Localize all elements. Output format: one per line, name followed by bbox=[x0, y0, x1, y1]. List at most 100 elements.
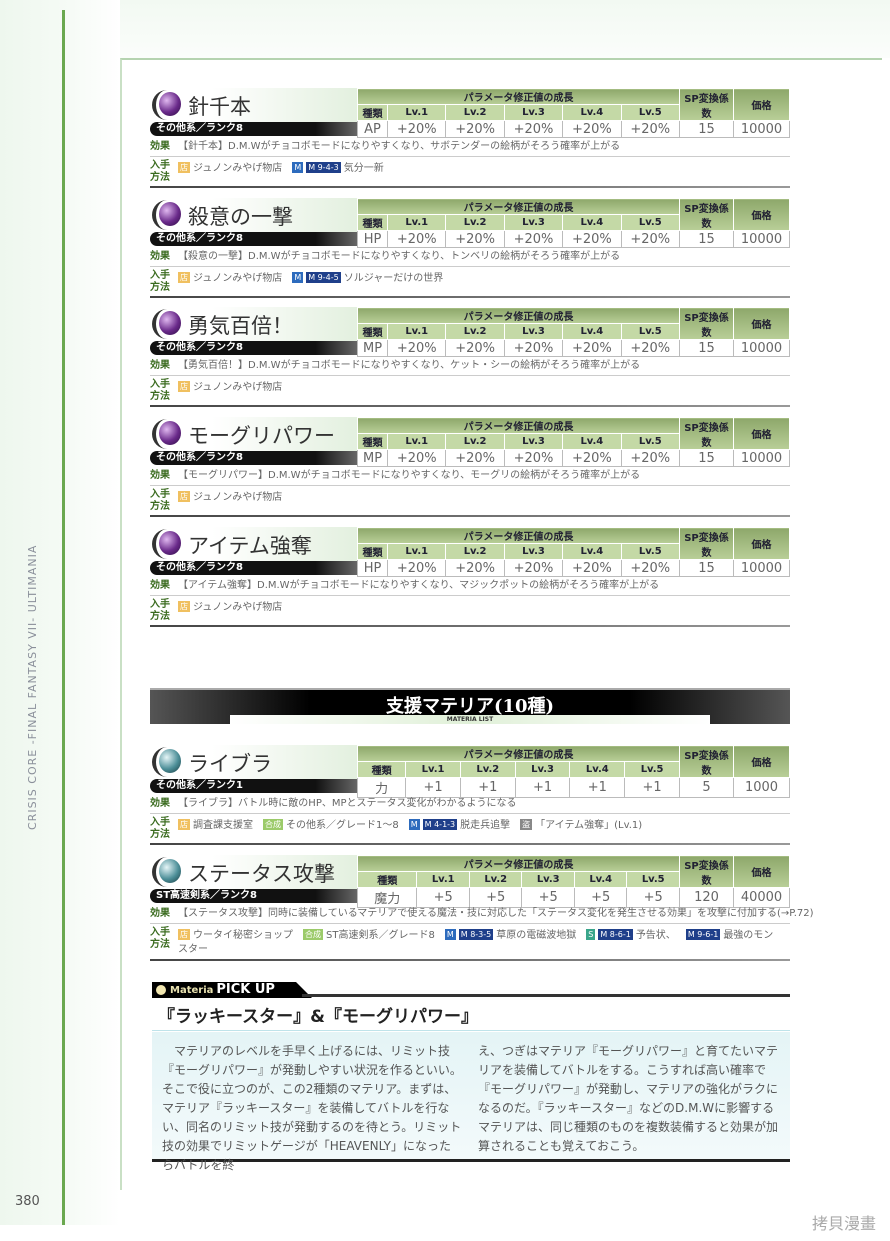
acquire-item: 合成 その他系／グレード1～8 bbox=[263, 819, 399, 831]
effect-text: 【ライブラ】バトル時に敵のHP、MPとステータス変化がわかるようになる bbox=[178, 798, 517, 809]
divider bbox=[150, 186, 790, 188]
level-header: Lv.5 bbox=[624, 761, 680, 778]
materia-title: 勇気百倍！ bbox=[150, 307, 357, 341]
level-value: +1 bbox=[405, 777, 461, 798]
acquire-text: ジュノンみやげ物店 bbox=[193, 602, 283, 613]
materia-orb-icon bbox=[152, 90, 182, 120]
growth-header: パラメータ修正値の成長 bbox=[357, 198, 680, 215]
mission-mark: M bbox=[600, 930, 608, 939]
sp-header: SP変換係数 bbox=[679, 855, 734, 888]
acquire-text: ソルジャーだけの世界 bbox=[343, 273, 444, 284]
price-value: 10000 bbox=[733, 449, 790, 467]
page-number: 380 bbox=[15, 1194, 40, 1209]
acquire-item: 合成 ST高速剣系／グレード8 bbox=[303, 929, 435, 941]
pickup-body: マテリアのレベルを手早く上げるには、リミット技『モーグリパワー』が発動しやすい状… bbox=[152, 1032, 790, 1172]
level-value: +5 bbox=[521, 887, 575, 908]
materia-category: その他系／ランク1 bbox=[150, 779, 357, 793]
materia-name: ライブラ bbox=[188, 752, 272, 776]
materia-orb-icon bbox=[152, 747, 182, 777]
level-value: +20% bbox=[445, 449, 505, 467]
synthesis-icon: 合成 bbox=[263, 819, 283, 830]
price-header: 価格 bbox=[733, 745, 790, 778]
acquire-row: 入手方法店ジュノンみやげ物店 bbox=[150, 599, 790, 623]
shop-icon: 店 bbox=[178, 601, 190, 612]
shop-icon: 店 bbox=[178, 162, 190, 173]
acquire-text: 気分一新 bbox=[343, 163, 384, 174]
level-value: +20% bbox=[387, 230, 447, 248]
level-header: Lv.5 bbox=[620, 104, 681, 121]
acquire-row: 入手方法店ウータイ秘密ショップ 合成 ST高速剣系／グレード8 M M 8-3-5 草原の… bbox=[150, 927, 790, 957]
materia-category: その他系／ランク8 bbox=[150, 451, 357, 465]
acquire-text: 最強のモンスター bbox=[178, 930, 774, 955]
effect-text: 【ステータス攻撃】同時に装備しているマテリアで使える魔法・技に対応した「ステータ… bbox=[178, 908, 814, 919]
level-header: Lv.3 bbox=[503, 543, 564, 560]
level-value: +20% bbox=[620, 230, 681, 248]
level-value: +20% bbox=[445, 559, 505, 577]
materia-category: その他系／ランク8 bbox=[150, 341, 357, 355]
price-header: 価格 bbox=[733, 198, 790, 231]
price-value: 40000 bbox=[733, 887, 790, 908]
level-header: Lv.3 bbox=[503, 104, 564, 121]
mission-code: M 9-6-1 bbox=[685, 929, 721, 940]
effect-label: 効果 bbox=[150, 798, 170, 809]
sp-value: 15 bbox=[679, 120, 734, 138]
type-value: HP bbox=[356, 559, 389, 577]
acquire-item: M 9-6-1 最強のモンスター bbox=[178, 929, 774, 955]
sp-value: 15 bbox=[679, 449, 734, 467]
level-value: +20% bbox=[503, 230, 564, 248]
section-banner: 支援マテリア(10種) MATERIA LIST bbox=[150, 688, 790, 724]
acquire-row: 入手方法店調査課支援室 合成 その他系／グレード1～8 M M 4-1-3 脱走兵追撃盗「… bbox=[150, 817, 790, 841]
shop-icon: 店 bbox=[178, 819, 190, 830]
level-value: +5 bbox=[468, 887, 523, 908]
pickup-column-1: マテリアのレベルを手早く上げるには、リミット技『モーグリパワー』が発動しやすい状… bbox=[162, 1044, 462, 1172]
effect-row: 効果 【モーグリパワー】D.M.Wがチョコボモードになりやすくなり、モーグリの絵柄… bbox=[150, 467, 790, 486]
section-title: 支援マテリア(10種) bbox=[385, 696, 555, 717]
effect-row: 効果 【針千本】D.M.Wがチョコボモードになりやすくなり、サボテンダーの絵柄がそ… bbox=[150, 138, 790, 157]
acquire-text: 調査課支援室 bbox=[193, 820, 253, 831]
materia-orb-icon bbox=[152, 857, 182, 887]
shop-icon: 店 bbox=[178, 381, 190, 392]
growth-header: パラメータ修正値の成長 bbox=[357, 745, 680, 762]
parameter-table: パラメータ修正値の成長 SP変換係数 価格 種類 Lv.1 Lv.2 Lv.3 Lv.4… bbox=[356, 527, 790, 577]
type-value: 魔力 bbox=[356, 887, 418, 908]
pickup-column-2: え、つぎはマテリア『モーグリパワー』と育てたいマテリアを装備してバトルをする。こ… bbox=[478, 1044, 779, 1153]
type-value: AP bbox=[356, 120, 389, 138]
mission-code: M 4-1-3 bbox=[422, 819, 458, 830]
shop-icon: 店 bbox=[178, 272, 190, 283]
level-value: +20% bbox=[620, 449, 681, 467]
level-value: +20% bbox=[562, 449, 622, 467]
materia-orb-icon bbox=[152, 529, 182, 559]
price-header: 価格 bbox=[733, 88, 790, 121]
acquire-text: ジュノンみやげ物店 bbox=[193, 382, 283, 393]
level-header: Lv.4 bbox=[562, 543, 622, 560]
growth-header: パラメータ修正値の成長 bbox=[357, 417, 680, 434]
mission-number: 4-1-3 bbox=[434, 820, 456, 829]
level-header: Lv.4 bbox=[569, 761, 626, 778]
level-header: Lv.5 bbox=[620, 433, 681, 450]
effect-label: 効果 bbox=[150, 360, 170, 371]
acquire-text: ジュノンみやげ物店 bbox=[193, 492, 283, 503]
price-value: 10000 bbox=[733, 559, 790, 577]
level-header: Lv.4 bbox=[562, 433, 622, 450]
sp-header: SP変換係数 bbox=[679, 417, 734, 450]
mission-number: 9-4-3 bbox=[317, 163, 339, 172]
level-header: Lv.2 bbox=[445, 543, 505, 560]
materia-category: その他系／ランク8 bbox=[150, 122, 357, 136]
acquire-text: 草原の電磁波地獄 bbox=[496, 930, 577, 941]
level-header: Lv.2 bbox=[468, 871, 523, 888]
parameter-table: パラメータ修正値の成長 SP変換係数 価格 種類 Lv.1 Lv.2 Lv.3 Lv.4… bbox=[356, 855, 790, 908]
growth-header: パラメータ修正値の成長 bbox=[357, 855, 680, 872]
level-header: Lv.2 bbox=[459, 761, 516, 778]
effect-text: 【針千本】D.M.Wがチョコボモードになりやすくなり、サボテンダーの絵柄がそろう… bbox=[178, 141, 621, 152]
materia-title: 針千本 bbox=[150, 88, 357, 122]
mission-mark: M bbox=[308, 273, 316, 282]
level-value: +20% bbox=[620, 339, 681, 357]
divider bbox=[150, 515, 790, 517]
mission-code: M 9-4-5 bbox=[306, 272, 341, 283]
level-value: +1 bbox=[514, 777, 571, 798]
level-header: Lv.5 bbox=[626, 871, 680, 888]
